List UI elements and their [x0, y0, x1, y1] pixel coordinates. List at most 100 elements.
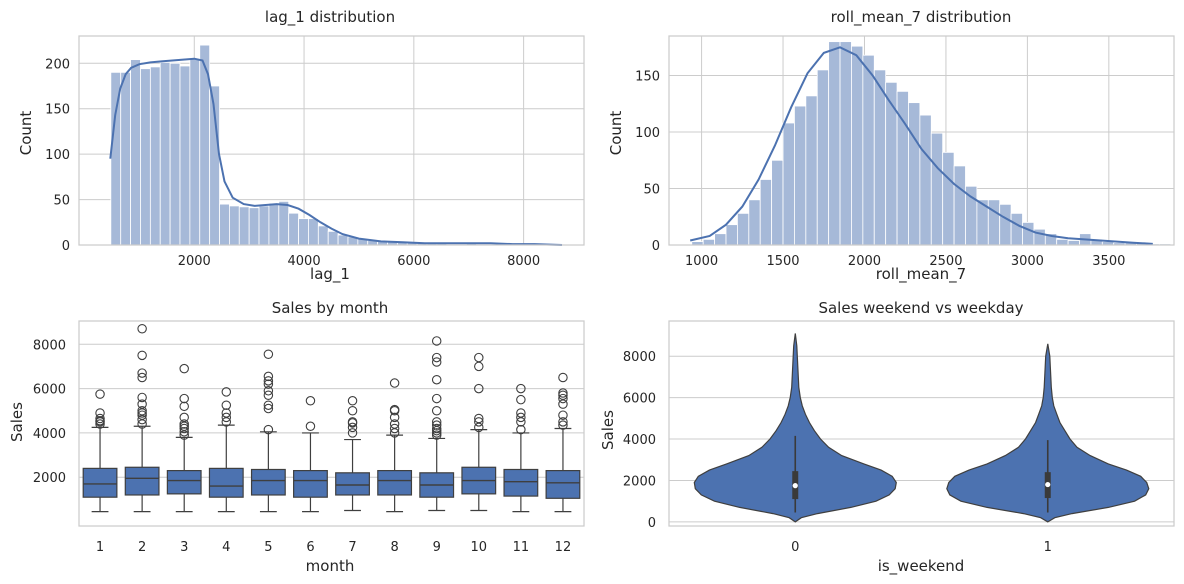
x-tick-label: 1500: [766, 254, 799, 269]
outlier-point: [558, 388, 568, 398]
y-tick-label: 100: [635, 126, 660, 141]
histogram-bar: [771, 159, 784, 246]
x-tick-label: 3500: [1092, 254, 1125, 269]
outlier-point: [347, 417, 358, 427]
x-tick-label: 2500: [929, 254, 962, 269]
histogram-bar: [862, 54, 875, 246]
outlier-point: [263, 376, 274, 386]
x-axis-label: is_weekend: [878, 557, 965, 576]
outlier-point: [263, 424, 274, 435]
histogram-bar: [288, 212, 299, 246]
box-iqr: [293, 469, 328, 498]
histogram-bar: [999, 203, 1012, 246]
histogram-bar: [851, 45, 864, 246]
box-month-2: [124, 324, 160, 513]
outlier-point: [474, 352, 484, 363]
histogram-bar: [238, 206, 250, 246]
x-tick-label: 6: [306, 540, 314, 555]
y-tick-label: 2000: [33, 471, 66, 486]
outlier-point: [137, 392, 147, 403]
y-tick-label: 4000: [33, 427, 66, 442]
y-tick-label: 0: [652, 239, 660, 254]
box-iqr: [82, 467, 118, 498]
x-tick-label: 8000: [507, 254, 540, 269]
box-iqr: [166, 469, 202, 495]
outlier-point: [179, 412, 189, 423]
histogram-bar: [839, 41, 852, 246]
histogram-bar: [714, 233, 727, 246]
outlier-point: [179, 363, 189, 374]
histogram-bar: [317, 225, 329, 246]
lag-1-histogram-panel: lag_1 distribution lag_1 Count 2000 4000 6…: [17, 8, 585, 284]
x-tick-label: 6000: [397, 254, 430, 269]
sales-by-month-boxplot-panel: Sales by month month Sales 1 2 3 4 5 6 7 8 9 10 11…: [8, 299, 585, 575]
histogram-bar: [908, 102, 921, 246]
outlier-point: [179, 393, 189, 404]
x-tick-label: 1000: [685, 254, 718, 269]
outlier-point: [347, 396, 358, 406]
y-tick-label: 100: [45, 148, 70, 163]
histogram-bar: [987, 199, 1001, 246]
x-tick-label: 0: [791, 540, 799, 555]
outlier-point: [263, 379, 274, 389]
outlier-point: [516, 408, 526, 418]
histogram-bar: [885, 81, 898, 246]
box-month-3: [166, 363, 202, 513]
histogram-bar: [1056, 238, 1069, 246]
outlier-point: [516, 424, 526, 435]
box-month-7: [335, 396, 370, 512]
outlier-point: [263, 386, 274, 396]
outlier-point: [474, 383, 484, 394]
median-dot: [1045, 481, 1051, 488]
outlier-point: [95, 389, 105, 399]
outlier-point: [263, 371, 274, 382]
histogram-bar: [930, 132, 944, 246]
outlier-point: [516, 412, 526, 423]
histogram-bar: [229, 205, 240, 246]
outlier-point: [347, 428, 358, 438]
y-tick-label: 50: [53, 194, 70, 209]
outlier-point: [95, 408, 105, 418]
x-tick-label: 7: [348, 540, 356, 555]
y-tick-label: 8000: [33, 338, 66, 353]
outlier-point: [263, 349, 274, 359]
y-tick-label: 0: [62, 239, 70, 254]
y-tick-label: 50: [643, 183, 660, 198]
histogram-bar: [1067, 240, 1080, 246]
y-tick-label: 150: [45, 103, 70, 118]
tick-labels: 0 1 0 2000 4000 6000 8000: [623, 350, 1052, 555]
x-tick-label: 4000: [288, 254, 321, 269]
y-axis-label: Count: [17, 111, 35, 156]
outlier-point: [516, 383, 526, 394]
x-tick-label: 1: [1044, 540, 1052, 555]
x-tick-label: 2000: [848, 254, 881, 269]
outlier-point: [389, 404, 400, 415]
y-tick-label: 8000: [623, 350, 656, 365]
outlier-point: [263, 390, 274, 400]
histogram-bars: [691, 41, 1172, 246]
x-tick-label: 11: [513, 540, 530, 555]
outlier-point: [137, 324, 147, 334]
box-iqr: [545, 469, 581, 499]
histogram-bar: [816, 69, 830, 246]
histogram-bar: [258, 205, 270, 246]
histogram-bar: [942, 151, 955, 246]
outlier-point: [431, 393, 442, 404]
box-month-12: [545, 372, 581, 513]
outlier-point: [221, 387, 232, 397]
chart-title: Sales weekend vs weekday: [818, 299, 1023, 317]
outlier-point: [558, 410, 568, 420]
histogram-bar: [759, 179, 773, 246]
violin-body: [693, 333, 897, 523]
box-month-6: [293, 396, 328, 513]
box-iqr: [250, 468, 286, 496]
histogram-bars: [110, 44, 566, 246]
plot-frame: [78, 320, 585, 527]
x-tick-label: 8: [390, 540, 398, 555]
chart-title: Sales by month: [272, 299, 389, 317]
histogram-bar: [794, 105, 807, 246]
histogram-bar: [805, 95, 818, 246]
y-tick-label: 4000: [623, 433, 656, 448]
histogram-bar: [782, 122, 795, 246]
outlier-point: [431, 374, 442, 385]
